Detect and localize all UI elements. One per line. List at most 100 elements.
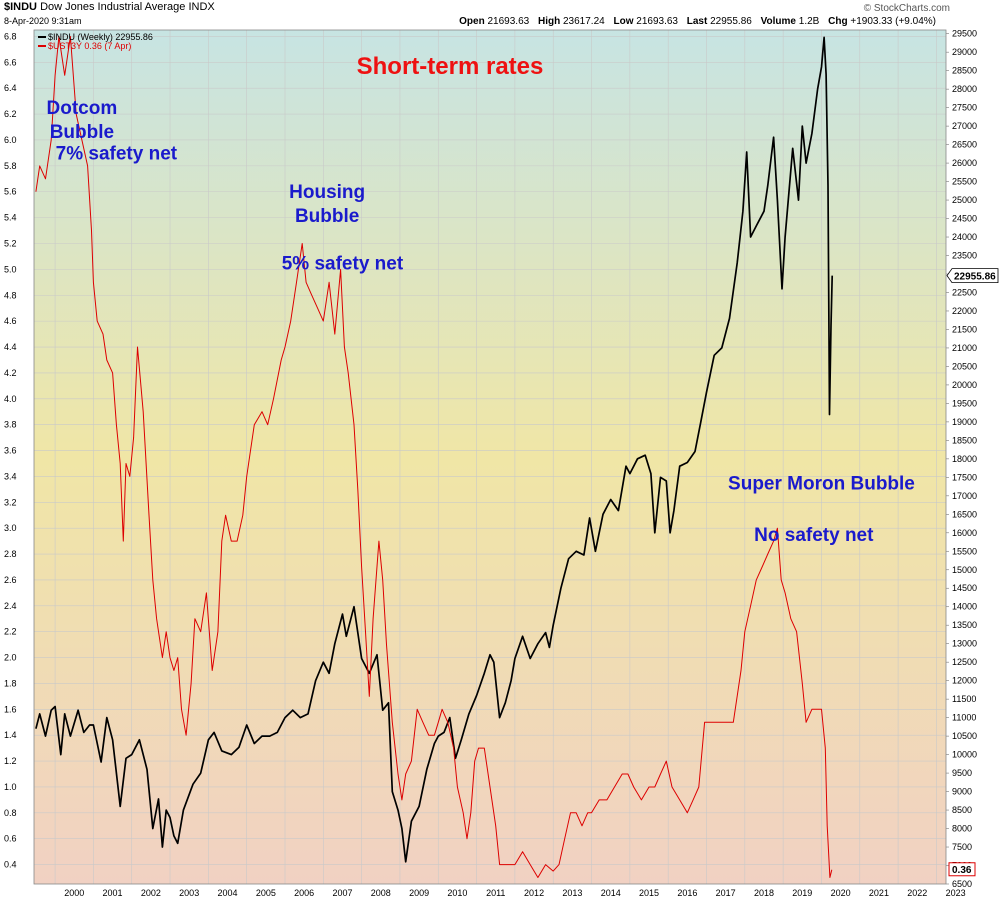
right-tick-label: 19500 bbox=[952, 398, 977, 408]
x-tick-label: 2023 bbox=[946, 888, 966, 898]
right-tick-label: 27000 bbox=[952, 121, 977, 131]
left-tick-label: 5.6 bbox=[4, 187, 17, 197]
x-tick-label: 2013 bbox=[562, 888, 582, 898]
right-tick-label: 24000 bbox=[952, 232, 977, 242]
x-tick-label: 2010 bbox=[447, 888, 467, 898]
x-tick-label: 2015 bbox=[639, 888, 659, 898]
left-tick-label: 6.6 bbox=[4, 57, 17, 67]
x-tick-label: 2016 bbox=[677, 888, 697, 898]
right-tick-label: 27500 bbox=[952, 103, 977, 113]
right-tick-label: 6500 bbox=[952, 879, 972, 889]
right-tick-label: 29500 bbox=[952, 29, 977, 39]
left-tick-label: 2.2 bbox=[4, 627, 17, 637]
annotation-text: 7% safety net bbox=[56, 143, 178, 164]
x-tick-label: 2022 bbox=[907, 888, 927, 898]
last-value-tag-left bbox=[948, 862, 976, 877]
left-tick-label: 1.4 bbox=[4, 730, 17, 740]
annotation-text: Super Moron Bubble bbox=[728, 473, 915, 494]
left-tick-label: 5.4 bbox=[4, 213, 17, 223]
x-tick-label: 2017 bbox=[716, 888, 736, 898]
x-tick-label: 2005 bbox=[256, 888, 276, 898]
right-tick-label: 10500 bbox=[952, 731, 977, 741]
x-tick-label: 2007 bbox=[332, 888, 352, 898]
left-tick-label: 4.6 bbox=[4, 316, 17, 326]
left-tick-label: 6.2 bbox=[4, 109, 17, 119]
right-tick-label: 22500 bbox=[952, 287, 977, 297]
open-value: 21693.63 bbox=[487, 16, 530, 27]
ust3y-series-line bbox=[35, 36, 833, 878]
left-tick-label: 0.4 bbox=[4, 860, 17, 870]
last-label: Last bbox=[686, 16, 708, 27]
right-tick-label: 28500 bbox=[952, 66, 977, 76]
right-tick-label: 28000 bbox=[952, 84, 977, 94]
left-tick-label: 1.2 bbox=[4, 756, 17, 766]
right-tick-label: 11500 bbox=[952, 694, 976, 704]
chg-value: +1903.33 (+9.04%) bbox=[850, 16, 936, 27]
x-tick-label: 2000 bbox=[64, 888, 84, 898]
left-tick-label: 2.8 bbox=[4, 549, 17, 559]
left-tick-label: 5.8 bbox=[4, 161, 17, 171]
left-tick-label: 3.4 bbox=[4, 471, 17, 481]
left-tick-label: 2.4 bbox=[4, 601, 17, 611]
right-tick-label: 9500 bbox=[952, 768, 972, 778]
right-tick-label: 8000 bbox=[952, 824, 972, 834]
plot-background bbox=[34, 30, 946, 884]
chart-datetime: 8-Apr-2020 9:31am bbox=[4, 16, 82, 26]
brand-logo: © StockCharts.com bbox=[863, 3, 950, 14]
last-value: 22955.86 bbox=[710, 16, 752, 27]
right-tick-label: 20000 bbox=[952, 380, 977, 390]
left-tick-label: 6.4 bbox=[4, 83, 17, 93]
right-tick-label: 15500 bbox=[952, 546, 977, 556]
left-tick-label: 5.0 bbox=[4, 264, 17, 274]
left-tick-label: 4.2 bbox=[4, 368, 17, 378]
left-tick-label: 1.0 bbox=[4, 782, 17, 792]
right-tick-label: 14000 bbox=[952, 602, 977, 612]
right-tick-label: 25500 bbox=[952, 177, 977, 187]
right-tick-label: 26500 bbox=[952, 140, 977, 150]
right-tick-label: 15000 bbox=[952, 565, 977, 575]
symbol: $INDU bbox=[4, 1, 38, 13]
annotation-text: 5% safety net bbox=[282, 253, 404, 274]
right-tick-label: 12500 bbox=[952, 657, 977, 667]
x-tick-label: 2008 bbox=[371, 888, 391, 898]
x-tick-label: 2020 bbox=[831, 888, 851, 898]
right-tick-label: 18000 bbox=[952, 454, 977, 464]
right-tick-label: 11000 bbox=[952, 713, 976, 723]
right-tick-label: 17500 bbox=[952, 472, 977, 482]
high-label: High bbox=[537, 16, 561, 27]
left-tick-label: 1.6 bbox=[4, 704, 17, 714]
x-tick-label: 2004 bbox=[217, 888, 237, 898]
open-label: Open bbox=[459, 16, 485, 27]
right-tick-label: 13500 bbox=[952, 620, 977, 630]
last-value-tag-left-text: 0.36 bbox=[952, 865, 972, 876]
indu-series-line bbox=[35, 36, 834, 863]
right-tick-label: 25000 bbox=[952, 195, 977, 205]
left-tick-label: 0.6 bbox=[4, 834, 17, 844]
left-tick-label: 1.8 bbox=[4, 678, 17, 688]
right-tick-label: 26000 bbox=[952, 158, 977, 168]
annotation-text: Housing bbox=[289, 182, 365, 203]
x-tick-label: 2011 bbox=[486, 888, 505, 898]
left-tick-label: 3.8 bbox=[4, 420, 17, 430]
chart-symbol-line: $INDU Dow Jones Industrial Average INDX bbox=[4, 1, 215, 13]
right-tick-label: 24500 bbox=[952, 214, 977, 224]
left-tick-label: 6.0 bbox=[4, 135, 17, 145]
high-value: 23617.24 bbox=[562, 16, 605, 27]
left-tick-label: 2.6 bbox=[4, 575, 17, 585]
x-tick-label: 2014 bbox=[601, 888, 621, 898]
right-tick-label: 21500 bbox=[952, 324, 977, 334]
x-tick-label: 2009 bbox=[409, 888, 429, 898]
left-tick-label: 4.0 bbox=[4, 394, 17, 404]
index-name: Dow Jones Industrial Average bbox=[40, 1, 186, 13]
right-tick-label: 8500 bbox=[952, 805, 972, 815]
right-tick-label: 12000 bbox=[952, 676, 977, 686]
x-tick-label: 2021 bbox=[869, 888, 889, 898]
annotation-text: Bubble bbox=[50, 122, 114, 143]
right-tick-label: 20500 bbox=[952, 361, 977, 371]
chart-header: $INDU Dow Jones Industrial Average INDX … bbox=[0, 0, 1000, 30]
right-tick-label: 13000 bbox=[952, 639, 977, 649]
x-tick-label: 2019 bbox=[792, 888, 812, 898]
annotation-text: Bubble bbox=[295, 206, 359, 227]
right-tick-label: 18500 bbox=[952, 435, 977, 445]
